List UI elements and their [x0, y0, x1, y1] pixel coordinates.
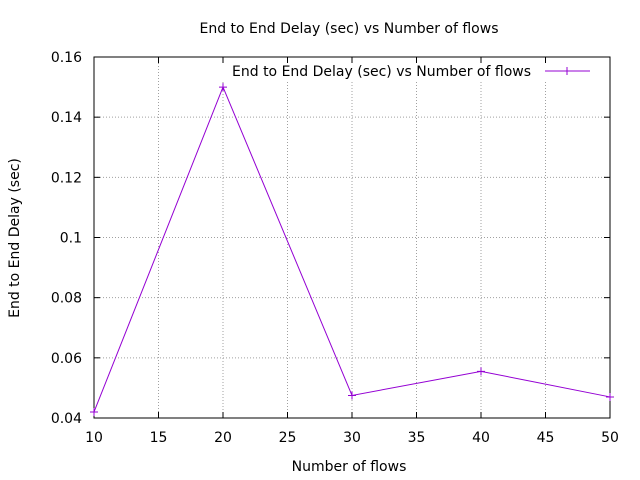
x-tick-label: 40 — [472, 430, 490, 446]
x-tick-label: 25 — [279, 430, 297, 446]
y-tick-label: 0.14 — [51, 110, 82, 126]
y-tick-label: 0.16 — [51, 50, 82, 66]
chart-title: End to End Delay (sec) vs Number of flow… — [200, 21, 499, 37]
x-tick-label: 35 — [408, 430, 426, 446]
y-tick-label: 0.1 — [60, 231, 82, 247]
x-tick-label: 10 — [85, 430, 103, 446]
y-tick-label: 0.08 — [51, 291, 82, 307]
x-tick-label: 50 — [601, 430, 619, 446]
y-tick-label: 0.04 — [51, 411, 82, 427]
legend-label: End to End Delay (sec) vs Number of flow… — [232, 64, 531, 80]
data-point-marker — [90, 407, 98, 416]
x-tick-label: 20 — [214, 430, 232, 446]
y-axis-ticks: 0.04 0.06 0.08 0.1 0.12 0.14 0.16 — [51, 50, 610, 427]
data-point-marker — [477, 367, 485, 376]
x-axis-label: Number of flows — [292, 459, 407, 475]
data-point-marker — [348, 391, 356, 400]
grid-lines — [94, 57, 610, 418]
y-tick-label: 0.06 — [51, 351, 82, 367]
x-tick-label: 15 — [150, 430, 168, 446]
x-axis-ticks: 10 15 20 25 30 35 40 45 50 — [85, 57, 619, 446]
x-tick-label: 45 — [537, 430, 555, 446]
data-point-marker — [219, 83, 227, 92]
series-layer — [90, 83, 614, 416]
data-point-marker — [606, 392, 614, 401]
legend: End to End Delay (sec) vs Number of flow… — [232, 64, 590, 80]
series-line — [93, 85, 611, 413]
legend-marker-sample — [563, 67, 571, 75]
y-tick-label: 0.12 — [51, 170, 82, 186]
x-tick-label: 30 — [343, 430, 361, 446]
y-axis-label: End to End Delay (sec) — [7, 158, 23, 318]
